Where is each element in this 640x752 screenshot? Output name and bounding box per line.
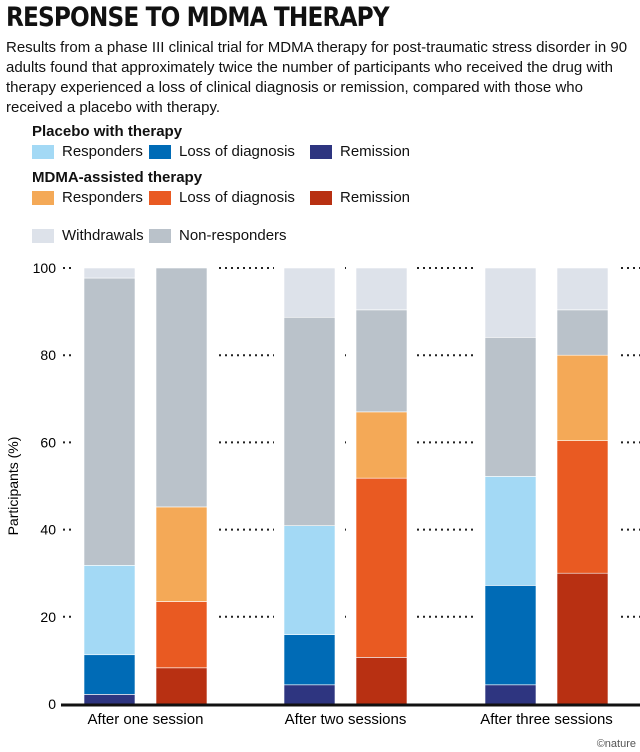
bar-segment-withdrawals <box>484 267 537 338</box>
legend-swatch <box>32 190 54 205</box>
chart-title: RESPONSE TO MDMA THERAPY <box>6 2 390 33</box>
legend-item: Non-responders <box>149 227 287 244</box>
bar-segment-loss-of-diagnosis <box>355 477 408 658</box>
bar-segment-non-responders <box>283 316 336 526</box>
bar-segment-non-responders <box>155 267 208 508</box>
bar-segment-remission <box>556 572 609 705</box>
y-tick-label: 20 <box>40 609 56 625</box>
legend-label: Remission <box>340 189 411 206</box>
bar-segment-remission <box>155 667 208 705</box>
bar-segment-responders <box>355 411 408 479</box>
bar-segment-loss-of-diagnosis <box>155 601 208 669</box>
legend-label: Withdrawals <box>62 227 144 244</box>
legend-heading-mdma: MDMA-assisted therapy <box>32 169 203 186</box>
stacked-bar-chart: 0 20 40 60 80 100 Participants (%) After one se… <box>5 260 640 728</box>
bar-segment-responders <box>556 354 609 441</box>
legend-label: Loss of diagnosis <box>179 143 295 160</box>
credit: ©nature <box>596 738 636 750</box>
legend-swatch <box>310 190 332 205</box>
bar-segment-withdrawals <box>83 267 136 279</box>
y-tick-label: 80 <box>40 347 56 363</box>
legend-label: Remission <box>340 143 411 160</box>
legend-item: Responders <box>32 143 143 160</box>
bar-segment-remission <box>355 657 408 705</box>
bar-segment-responders <box>155 506 208 602</box>
bar-segment-non-responders <box>484 337 537 477</box>
y-tick-label: 100 <box>33 260 57 276</box>
bar-segment-responders <box>484 476 537 586</box>
bar-segment-remission <box>83 694 136 705</box>
bar-segment-loss-of-diagnosis <box>283 634 336 686</box>
legend-swatch <box>149 228 171 243</box>
y-axis-label: Participants (%) <box>5 437 21 536</box>
x-tick-label: After one session <box>88 711 204 728</box>
legend-item: Responders <box>32 189 143 206</box>
bar-segment-non-responders <box>355 309 408 413</box>
legend-swatch <box>149 144 171 159</box>
x-tick-label: After two sessions <box>285 711 407 728</box>
x-tick-label: After three sessions <box>480 711 613 728</box>
y-tick-label: 60 <box>40 434 56 450</box>
chart-subtitle: Results from a phase III clinical trial … <box>6 39 628 116</box>
legend-item: Loss of diagnosis <box>149 189 295 206</box>
bar-segment-responders <box>83 565 136 656</box>
legend-item: Withdrawals <box>32 227 144 244</box>
legend-item: Remission <box>310 143 410 160</box>
legend-item: Remission <box>310 189 410 206</box>
y-tick-label: 40 <box>40 522 56 538</box>
legend-label: Responders <box>62 143 143 160</box>
bar-segment-withdrawals <box>355 267 408 311</box>
legend-item: Loss of diagnosis <box>149 143 295 160</box>
legend-swatch <box>310 144 332 159</box>
bar-segment-remission <box>283 684 336 705</box>
legend-label: Non-responders <box>179 227 287 244</box>
bar-segment-remission <box>484 684 537 705</box>
y-tick-label: 0 <box>48 696 56 712</box>
legend-label: Responders <box>62 189 143 206</box>
bar-segment-withdrawals <box>556 267 609 311</box>
bar-segment-withdrawals <box>283 267 336 318</box>
bar-segment-loss-of-diagnosis <box>556 440 609 574</box>
bar-segment-responders <box>283 525 336 635</box>
bar-segment-non-responders <box>83 277 136 566</box>
bar-segment-loss-of-diagnosis <box>83 654 136 695</box>
bar-segment-loss-of-diagnosis <box>484 585 537 686</box>
legend-swatch <box>32 144 54 159</box>
legend-heading-placebo: Placebo with therapy <box>32 123 183 140</box>
legend-swatch <box>32 228 54 243</box>
legend-label: Loss of diagnosis <box>179 189 295 206</box>
bar-segment-non-responders <box>556 309 609 356</box>
legend-swatch <box>149 190 171 205</box>
